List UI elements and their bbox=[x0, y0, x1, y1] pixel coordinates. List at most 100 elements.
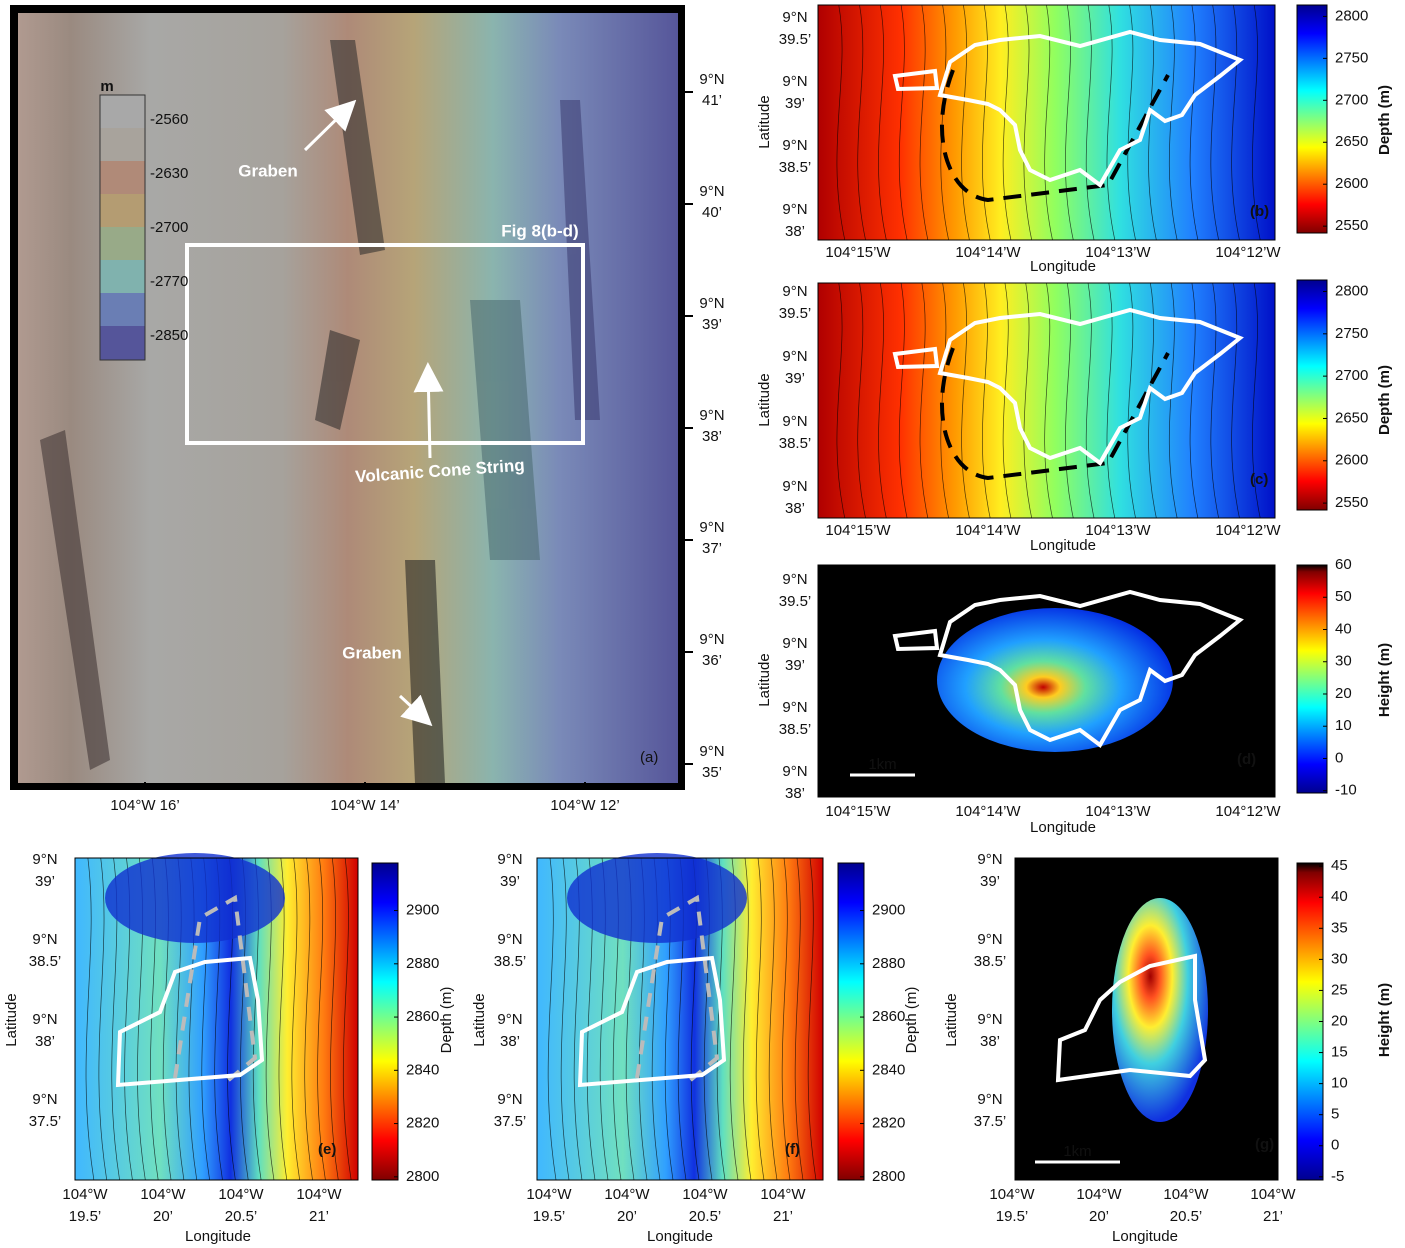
map-border bbox=[817, 564, 1276, 798]
y-tick-label: 38’ bbox=[785, 500, 805, 517]
arrow bbox=[303, 99, 357, 152]
contour bbox=[1106, 4, 1116, 241]
contour bbox=[1210, 282, 1220, 519]
y-tick-label: 9°N bbox=[782, 699, 807, 716]
colorbar-tick-label: -5 bbox=[1331, 1168, 1344, 1185]
contour bbox=[1106, 282, 1116, 519]
x-tick-label: 20’ bbox=[617, 1208, 637, 1225]
colorbar-tick-label: 2840 bbox=[406, 1061, 439, 1078]
y-tick-label: 9°N bbox=[782, 73, 807, 90]
y-tick-label: 9°N bbox=[497, 851, 522, 868]
y-tick-label: 41’ bbox=[702, 92, 722, 109]
colorbar-tick-label: 2700 bbox=[1335, 367, 1368, 384]
panel: (c) 9°N 39.5’ 9°N 39’ 9°N 38.5’ 9°N 38’ Latitude 1… bbox=[756, 279, 1393, 554]
y-tick-label: 9°N bbox=[32, 931, 57, 948]
x-axis-title: Longitude bbox=[1030, 537, 1096, 554]
contour bbox=[342, 857, 352, 1181]
colorbar-tick-label: 2860 bbox=[872, 1008, 905, 1025]
legend-tick-label: -2630 bbox=[150, 165, 188, 182]
colorbar-tick-label: 2550 bbox=[1335, 217, 1368, 234]
y-tick-label: 38’ bbox=[702, 428, 722, 445]
contour bbox=[304, 857, 313, 1181]
colorbar bbox=[1296, 564, 1328, 794]
y-tick-label: 39’ bbox=[980, 873, 1000, 890]
colorbar-tick-label: 2860 bbox=[406, 1008, 439, 1025]
contour bbox=[1168, 282, 1178, 519]
deep-area bbox=[105, 853, 285, 943]
outline bbox=[892, 68, 940, 92]
colorbar-tick-label: 0 bbox=[1331, 1137, 1339, 1154]
x-tick-label: 20’ bbox=[153, 1208, 173, 1225]
colorbar-tick-label: 30 bbox=[1335, 653, 1352, 670]
contour bbox=[1065, 4, 1074, 241]
x-tick-label: 19.5’ bbox=[996, 1208, 1029, 1225]
annotation: Graben bbox=[238, 161, 298, 180]
y-tick-label: 39’ bbox=[785, 370, 805, 387]
colorbar bbox=[1296, 279, 1328, 511]
contour bbox=[981, 4, 991, 241]
inset-box bbox=[185, 243, 585, 445]
contour bbox=[1252, 282, 1261, 519]
x-tick-label: 104°W bbox=[682, 1186, 728, 1203]
contour bbox=[1085, 4, 1095, 241]
contour bbox=[898, 4, 908, 241]
panel-label: (a) bbox=[640, 749, 658, 766]
colorbar-tick-label: 20 bbox=[1331, 1012, 1348, 1029]
y-tick-label: 40’ bbox=[702, 204, 722, 221]
legend-tick-label: -2850 bbox=[150, 327, 188, 344]
y-axis-title: Latitude bbox=[943, 993, 960, 1046]
deep-area bbox=[567, 853, 747, 943]
colorbar-tick-label: 2650 bbox=[1335, 409, 1368, 426]
contour bbox=[330, 857, 339, 1181]
contour bbox=[1189, 4, 1199, 241]
y-tick-label: 9°N bbox=[782, 571, 807, 588]
colorbar-tick-label: 2820 bbox=[406, 1115, 439, 1132]
contour bbox=[781, 857, 791, 1181]
colorbar-tick-label: 2600 bbox=[1335, 452, 1368, 469]
y-tick-label: 9°N bbox=[699, 71, 724, 88]
colorbar-tick-label: 40 bbox=[1335, 620, 1352, 637]
y-tick-label: 38.5’ bbox=[779, 435, 812, 452]
x-tick-label: 104°14’W bbox=[955, 522, 1021, 539]
y-tick-label: 38.5’ bbox=[974, 953, 1007, 970]
colorbar bbox=[1296, 862, 1324, 1181]
y-tick-label: 38’ bbox=[785, 785, 805, 802]
panel: 1km (d) 9°N 39.5’ 9°N 39’ 9°N 38.5’ 9°N 38’ Latitu… bbox=[756, 556, 1393, 836]
relief-shading bbox=[40, 40, 600, 783]
x-tick-label: 19.5’ bbox=[533, 1208, 566, 1225]
colorbar-tick-label: 2800 bbox=[1335, 282, 1368, 299]
outline bbox=[577, 955, 727, 1088]
contour bbox=[794, 857, 804, 1181]
y-tick-label: 9°N bbox=[782, 9, 807, 26]
y-tick-label: 9°N bbox=[699, 183, 724, 200]
y-tick-label: 9°N bbox=[782, 635, 807, 652]
contour bbox=[1210, 4, 1220, 241]
contour bbox=[857, 4, 866, 241]
colorbar-tick-label: 45 bbox=[1331, 857, 1348, 874]
scale-bar-label: 1km bbox=[868, 756, 896, 773]
colorbar-tick-label: 2800 bbox=[1335, 7, 1368, 24]
y-tick-label: 9°N bbox=[497, 1011, 522, 1028]
contour bbox=[1044, 4, 1053, 241]
y-tick-label: 9°N bbox=[782, 137, 807, 154]
dashed-outline bbox=[173, 894, 258, 1085]
y-tick-label: 39’ bbox=[702, 316, 722, 333]
y-tick-label: 9°N bbox=[699, 295, 724, 312]
y-tick-label: 38.5’ bbox=[779, 721, 812, 738]
x-tick-label: 20.5’ bbox=[1170, 1208, 1203, 1225]
contour bbox=[807, 857, 817, 1181]
x-tick-label: 21’ bbox=[1263, 1208, 1283, 1225]
colorbar-title: Depth (m) bbox=[1376, 365, 1393, 435]
x-tick-label: 21’ bbox=[309, 1208, 329, 1225]
colorbar-tick-label: 2700 bbox=[1335, 91, 1368, 108]
colorbar bbox=[371, 862, 399, 1181]
y-tick-label: 39’ bbox=[785, 95, 805, 112]
colorbar-title: Depth (m) bbox=[903, 987, 920, 1054]
y-tick-label: 9°N bbox=[782, 348, 807, 365]
y-tick-label: 37’ bbox=[702, 540, 722, 557]
contour bbox=[1085, 282, 1095, 519]
contour bbox=[836, 4, 846, 241]
y-tick-label: 9°N bbox=[699, 631, 724, 648]
height-anomaly bbox=[1112, 898, 1208, 1122]
y-tick-label: 35’ bbox=[702, 764, 722, 781]
